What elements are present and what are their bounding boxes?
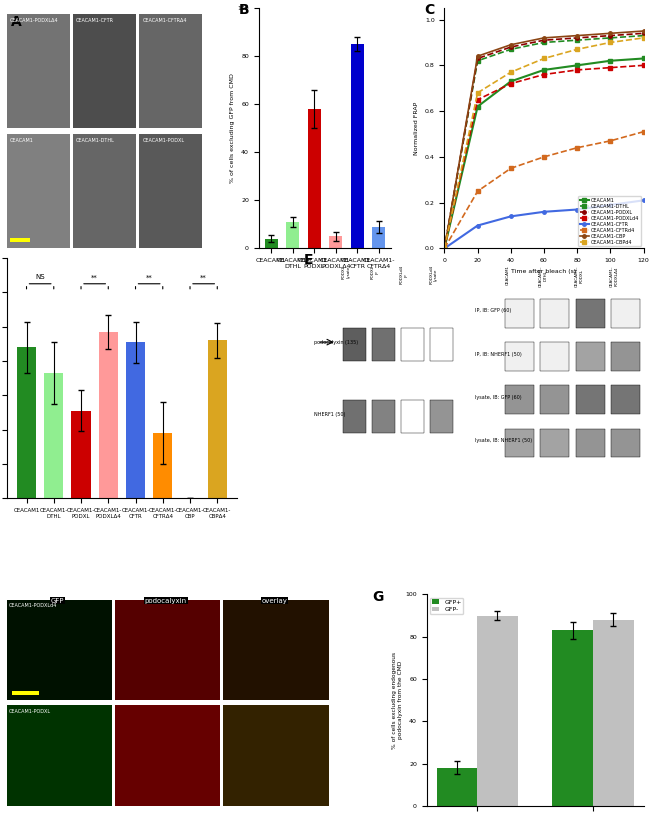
FancyBboxPatch shape xyxy=(611,385,640,414)
Bar xyxy=(17,348,36,498)
Bar xyxy=(6,706,112,806)
FancyBboxPatch shape xyxy=(504,385,534,414)
Bar xyxy=(153,433,172,498)
FancyBboxPatch shape xyxy=(540,385,569,414)
FancyBboxPatch shape xyxy=(576,385,604,414)
Bar xyxy=(307,109,320,248)
FancyBboxPatch shape xyxy=(611,429,640,457)
FancyBboxPatch shape xyxy=(540,299,569,328)
Bar xyxy=(330,236,343,248)
Text: CEACAM1-PODXL: CEACAM1-PODXL xyxy=(8,709,51,714)
Bar xyxy=(265,239,278,248)
FancyBboxPatch shape xyxy=(576,429,604,457)
Text: NHERF1 (50): NHERF1 (50) xyxy=(314,412,345,417)
Bar xyxy=(593,619,634,806)
Text: CEACAM1-DTHL: CEACAM1-DTHL xyxy=(76,138,115,143)
FancyBboxPatch shape xyxy=(430,400,453,433)
Bar xyxy=(73,14,136,129)
FancyBboxPatch shape xyxy=(401,328,424,361)
Bar xyxy=(139,14,202,129)
Bar xyxy=(286,222,299,248)
Bar xyxy=(126,342,145,498)
FancyBboxPatch shape xyxy=(430,328,453,361)
Bar xyxy=(6,134,70,248)
Bar xyxy=(6,14,70,129)
Text: CEACAM1: CEACAM1 xyxy=(506,265,510,285)
Y-axis label: % of cells excluding GFP from CMD: % of cells excluding GFP from CMD xyxy=(229,73,235,183)
Text: PODXLd4
lysate: PODXLd4 lysate xyxy=(429,265,437,284)
Y-axis label: Normalized FRAP: Normalized FRAP xyxy=(414,102,419,155)
Text: CEACAM1-PODXLΔ4: CEACAM1-PODXLΔ4 xyxy=(10,18,58,23)
Text: CEACAM1-
PODXLΔ4: CEACAM1- PODXLΔ4 xyxy=(610,265,619,287)
Text: lysate, IB: NHERF1 (50): lysate, IB: NHERF1 (50) xyxy=(476,438,532,443)
Text: **: ** xyxy=(200,274,207,280)
Text: NS: NS xyxy=(35,274,45,280)
Text: B: B xyxy=(239,3,250,17)
Text: podocalyxin (135): podocalyxin (135) xyxy=(314,339,358,344)
FancyBboxPatch shape xyxy=(401,400,424,433)
Text: E: E xyxy=(304,253,314,267)
Text: CEACAM1-
PODXL: CEACAM1- PODXL xyxy=(575,265,583,287)
FancyBboxPatch shape xyxy=(343,400,365,433)
Bar xyxy=(437,768,477,806)
Text: PODXL
lysate: PODXL lysate xyxy=(342,265,350,279)
Text: IP, IB: GFP (60): IP, IB: GFP (60) xyxy=(476,309,512,313)
FancyBboxPatch shape xyxy=(611,299,640,328)
FancyBboxPatch shape xyxy=(343,328,365,361)
Bar xyxy=(372,227,385,248)
Bar xyxy=(477,615,517,806)
Text: **: ** xyxy=(146,274,153,280)
Text: CEACAM1-CFTR: CEACAM1-CFTR xyxy=(76,18,114,23)
Bar xyxy=(6,600,112,700)
FancyBboxPatch shape xyxy=(372,400,395,433)
Bar xyxy=(224,706,328,806)
Legend: CEACAM1, CEACAM1-DTHL, CEACAM1-PODXL, CEACAM1-PODXLd4, CEACAM1-CFTR, CEACAM1-CFT: CEACAM1, CEACAM1-DTHL, CEACAM1-PODXL, CE… xyxy=(578,196,641,246)
Text: A: A xyxy=(10,15,21,29)
FancyBboxPatch shape xyxy=(576,299,604,328)
Text: lysate, IB: GFP (60): lysate, IB: GFP (60) xyxy=(476,395,522,400)
X-axis label: Time after bleach (s): Time after bleach (s) xyxy=(512,269,577,274)
FancyBboxPatch shape xyxy=(540,429,569,457)
Text: podocalyxin: podocalyxin xyxy=(145,597,187,604)
Bar xyxy=(208,340,227,498)
Bar xyxy=(12,690,39,695)
Bar xyxy=(552,630,593,806)
FancyBboxPatch shape xyxy=(504,429,534,457)
FancyBboxPatch shape xyxy=(504,299,534,328)
Bar xyxy=(99,332,118,498)
Text: CEACAM1: CEACAM1 xyxy=(10,138,34,143)
Bar xyxy=(139,134,202,248)
FancyBboxPatch shape xyxy=(611,342,640,371)
Bar xyxy=(115,600,220,700)
Bar xyxy=(72,411,90,498)
Text: PODXLd4
IP: PODXLd4 IP xyxy=(400,265,409,284)
Text: C: C xyxy=(424,3,435,17)
Text: IP, IB: NHERF1 (50): IP, IB: NHERF1 (50) xyxy=(476,352,522,357)
Text: CEACAM1-PODXL: CEACAM1-PODXL xyxy=(142,138,185,143)
Text: CEACAM1-
DTHL: CEACAM1- DTHL xyxy=(539,265,548,287)
Text: **: ** xyxy=(91,274,98,280)
FancyBboxPatch shape xyxy=(540,342,569,371)
Bar xyxy=(44,373,63,498)
FancyBboxPatch shape xyxy=(504,342,534,371)
Bar xyxy=(115,706,220,806)
Text: G: G xyxy=(372,590,384,604)
Text: GFP: GFP xyxy=(51,597,64,604)
Text: CEACAM1-PODXLd4: CEACAM1-PODXLd4 xyxy=(8,603,57,608)
Bar xyxy=(224,600,328,700)
FancyBboxPatch shape xyxy=(576,342,604,371)
Bar xyxy=(10,238,30,243)
Text: overlay: overlay xyxy=(261,597,287,604)
Bar xyxy=(73,134,136,248)
Bar xyxy=(351,44,364,248)
Text: PODXL
IP: PODXL IP xyxy=(371,265,380,279)
Legend: GFP+, GFP-: GFP+, GFP- xyxy=(430,597,463,614)
Y-axis label: % of cells excluding endogenous
podocalyxin from the CMD: % of cells excluding endogenous podocaly… xyxy=(392,651,402,749)
Text: CEACAM1-CFTRΔ4: CEACAM1-CFTRΔ4 xyxy=(142,18,187,23)
FancyBboxPatch shape xyxy=(372,328,395,361)
